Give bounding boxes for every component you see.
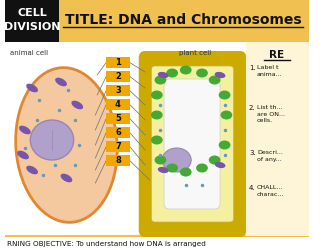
Text: 8: 8 (115, 156, 121, 165)
Bar (106, 127, 130, 138)
Text: animal cell: animal cell (9, 50, 48, 56)
Ellipse shape (155, 155, 166, 165)
Text: RE: RE (269, 50, 285, 60)
Ellipse shape (17, 151, 29, 159)
Text: 3: 3 (115, 86, 121, 95)
Ellipse shape (155, 76, 166, 84)
Bar (246, 42, 309, 236)
Bar (106, 99, 130, 110)
Ellipse shape (60, 174, 72, 182)
Ellipse shape (158, 167, 168, 173)
Ellipse shape (196, 164, 208, 173)
Bar (106, 141, 130, 152)
FancyBboxPatch shape (152, 66, 234, 222)
Ellipse shape (16, 68, 117, 222)
Ellipse shape (151, 110, 163, 119)
Bar (5, 0, 59, 42)
Bar (59, 0, 309, 42)
Text: 7: 7 (115, 142, 121, 151)
Text: 2: 2 (115, 72, 121, 81)
Ellipse shape (220, 110, 232, 119)
Text: 4.: 4. (249, 185, 256, 191)
FancyBboxPatch shape (164, 79, 220, 209)
Ellipse shape (180, 168, 192, 176)
Text: 1.: 1. (249, 65, 256, 71)
Ellipse shape (26, 84, 38, 92)
Ellipse shape (72, 101, 83, 109)
Bar (106, 85, 130, 96)
Bar (106, 71, 130, 82)
Text: 2.: 2. (249, 105, 256, 111)
Bar (5, 236, 309, 252)
Text: CELL: CELL (17, 8, 47, 18)
Ellipse shape (215, 162, 225, 168)
Ellipse shape (158, 72, 168, 78)
Ellipse shape (55, 78, 67, 86)
Bar (106, 57, 130, 68)
Ellipse shape (19, 126, 31, 134)
Text: 4: 4 (115, 100, 121, 109)
Ellipse shape (30, 120, 74, 160)
Ellipse shape (196, 69, 208, 78)
Ellipse shape (162, 148, 191, 172)
Ellipse shape (166, 69, 178, 78)
Ellipse shape (180, 66, 192, 75)
Text: 3.: 3. (249, 150, 256, 156)
Ellipse shape (215, 72, 225, 78)
Ellipse shape (151, 90, 163, 100)
Text: List th...
are ON...
cells.: List th... are ON... cells. (257, 105, 285, 123)
Ellipse shape (209, 155, 220, 165)
Ellipse shape (151, 136, 163, 144)
Text: Descri...
of any...: Descri... of any... (257, 150, 283, 162)
Ellipse shape (26, 166, 38, 174)
Bar (106, 155, 130, 166)
Text: 6: 6 (115, 128, 121, 137)
Text: RNING OBJECTIVE: To understand how DNA is arranged: RNING OBJECTIVE: To understand how DNA i… (7, 241, 206, 247)
Bar (106, 113, 130, 124)
Text: Label t
anima...: Label t anima... (257, 65, 283, 77)
Ellipse shape (166, 164, 178, 173)
Ellipse shape (209, 76, 220, 84)
Text: 5: 5 (115, 114, 121, 123)
Text: 1: 1 (115, 58, 121, 67)
Text: CHALL...
charac...: CHALL... charac... (257, 185, 285, 197)
Text: TITLE: DNA and Chromosomes: TITLE: DNA and Chromosomes (65, 13, 301, 27)
Ellipse shape (219, 90, 230, 100)
Text: DIVISION: DIVISION (4, 22, 60, 32)
Text: plant cell: plant cell (179, 50, 211, 56)
FancyBboxPatch shape (139, 51, 246, 237)
Ellipse shape (219, 141, 230, 149)
